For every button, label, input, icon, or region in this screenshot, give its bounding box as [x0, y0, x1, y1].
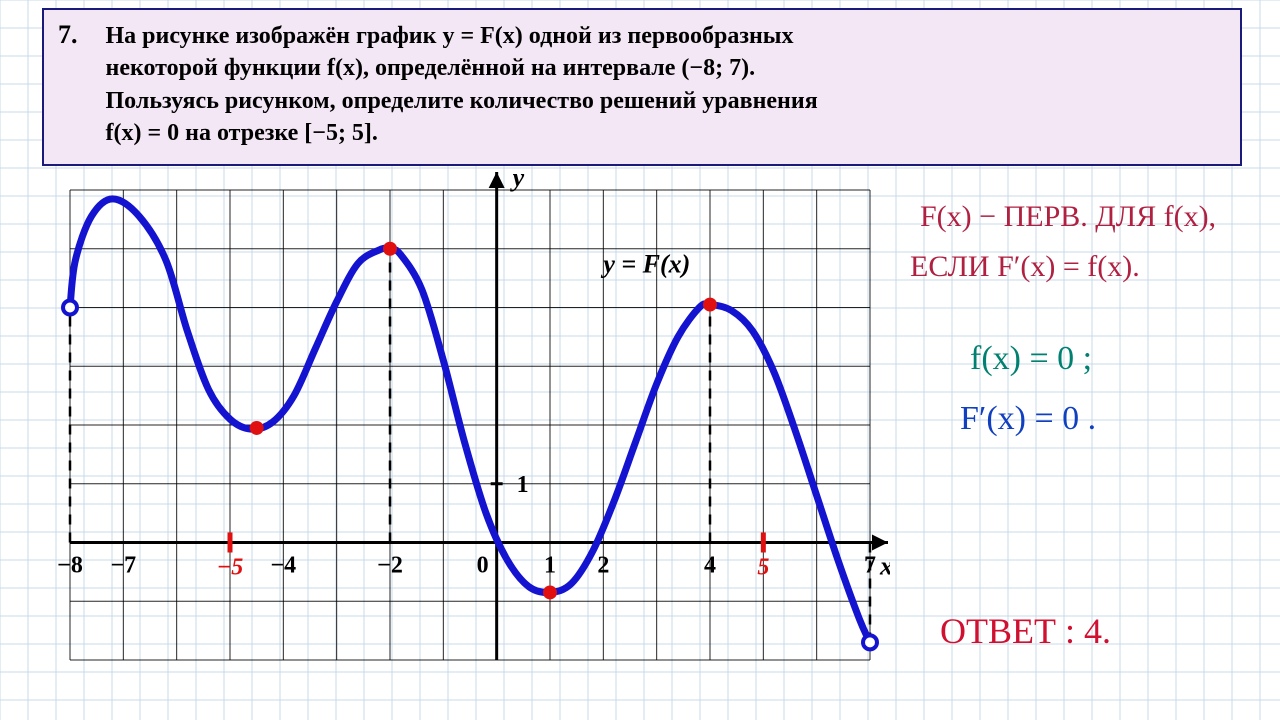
svg-text:−8: −8: [57, 553, 83, 579]
annot-def-2: ЕСЛИ F′(x) = f(x).: [910, 250, 1140, 284]
svg-text:−5: −5: [217, 555, 244, 581]
svg-text:x: x: [879, 552, 890, 581]
function-graph: −5 5 −8 −7 −4 −2 0 1 2 4 7 1 y x y = F(x): [30, 170, 890, 710]
svg-text:0: 0: [477, 553, 489, 579]
svg-text:4: 4: [704, 553, 716, 579]
annot-def-1: F(x) − ПЕРВ. ДЛЯ f(x),: [920, 200, 1216, 234]
answer-text: ОТВЕТ : 4.: [940, 610, 1111, 652]
svg-text:7: 7: [864, 553, 876, 579]
svg-text:1: 1: [544, 553, 556, 579]
svg-text:y: y: [510, 170, 525, 192]
problem-number: 7.: [58, 20, 78, 150]
problem-line1: На рисунке изображён график y = F(x) одн…: [106, 23, 794, 49]
problem-line4: f(x) = 0 на отрезке [−5; 5].: [106, 120, 378, 146]
problem-line3: Пользуясь рисунком, определите количеств…: [106, 88, 818, 114]
svg-text:−4: −4: [270, 553, 296, 579]
svg-text:1: 1: [517, 472, 529, 498]
problem-line2: некоторой функции f(x), определённой на …: [106, 55, 756, 81]
svg-text:−7: −7: [110, 553, 136, 579]
svg-text:5: 5: [757, 555, 769, 581]
svg-text:2: 2: [597, 553, 609, 579]
annot-eq-1: f(x) = 0 ;: [970, 340, 1092, 378]
problem-statement-box: 7. На рисунке изображён график y = F(x) …: [42, 8, 1242, 166]
problem-text: На рисунке изображён график y = F(x) одн…: [106, 20, 818, 150]
svg-text:−2: −2: [377, 553, 403, 579]
svg-text:y = F(x): y = F(x): [600, 249, 690, 278]
annot-eq-2: F′(x) = 0 .: [960, 400, 1096, 438]
